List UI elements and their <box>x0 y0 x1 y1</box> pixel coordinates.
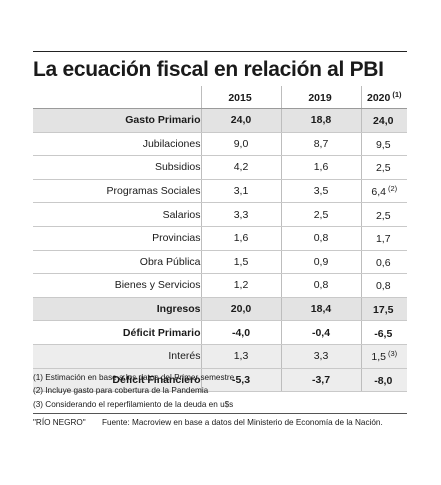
cell-2015: -5,3 <box>200 368 281 393</box>
cell-2015: -4,0 <box>200 320 281 345</box>
row-label: Jubilaciones <box>33 132 201 157</box>
table-row-salarios: Salarios 3,3 2,5 2,5 <box>33 202 407 227</box>
source-text: Fuente: Macroview en base a datos del Mi… <box>101 418 383 427</box>
table-row-deficit-primario: Déficit Primario -4,0 -0,4 -6,5 <box>33 320 407 345</box>
row-label: Subsidios <box>33 155 201 180</box>
cell-2015: 1,6 <box>200 226 281 251</box>
row-label: Programas Sociales <box>33 179 201 204</box>
cell-2015: 20,0 <box>200 297 281 322</box>
table-row-interes: Interés 1,3 3,3 1,5 (3) <box>33 344 407 369</box>
cell-2015: 9,0 <box>200 132 281 157</box>
cell-2019: 2,5 <box>280 202 361 227</box>
cell-2015: 1,5 <box>200 250 281 275</box>
row-label: Interés <box>33 344 201 369</box>
cell-2019: 3,3 <box>280 344 361 369</box>
credit: "RÍO NEGRO" <box>33 418 86 427</box>
cell-2015: 3,3 <box>200 202 281 227</box>
cell-2019: -3,7 <box>280 368 361 393</box>
cell-2020: 24,0 <box>360 108 407 133</box>
cell-2015: 3,1 <box>200 179 281 204</box>
cell-2020: -6,5 <box>360 320 407 345</box>
cell-2020: 17,5 <box>360 297 407 322</box>
cell-2019: 0,8 <box>280 226 361 251</box>
cell-2015: 4,2 <box>200 155 281 180</box>
column-header-2019: 2019 <box>280 86 361 109</box>
cell-2020: 0,8 <box>360 273 407 298</box>
table-row-deficit-financiero: Déficit Financiero -5,3 -3,7 -8,0 <box>33 368 407 393</box>
cell-2015: 1,3 <box>200 344 281 369</box>
row-label: Ingresos <box>33 297 201 322</box>
table-row-programas-sociales: Programas Sociales 3,1 3,5 6,4 (2) <box>33 179 407 204</box>
row-label: Bienes y Servicios <box>33 273 201 298</box>
cell-2020: -8,0 <box>360 368 407 393</box>
cell-2020: 9,5 <box>360 132 407 157</box>
table-title: La ecuación fiscal en relación al PBI <box>33 58 384 81</box>
cell-2019: 18,4 <box>280 297 361 322</box>
footnote-1: (1) Estimación en base a los datos del P… <box>33 373 235 382</box>
cell-2019: 0,9 <box>280 250 361 275</box>
title-rule <box>33 51 407 52</box>
cell-2019: 0,8 <box>280 273 361 298</box>
row-label: Déficit Financiero <box>33 368 201 393</box>
cell-2020: 2,5 <box>360 202 407 227</box>
footnote-3: (3) Considerando el reperfilamiento de l… <box>33 399 234 409</box>
row-label: Salarios <box>33 202 201 227</box>
footnote-2: (2) Incluye gasto para cobertura de la P… <box>33 386 209 396</box>
table-row-jubilaciones: Jubilaciones 9,0 8,7 9,5 <box>33 132 407 157</box>
footnote-marker: (3) <box>387 349 398 359</box>
column-header-2020: 2020 (1) <box>360 86 407 109</box>
cell-2020: 1,5 (3) <box>360 344 407 369</box>
cell-2019: 3,5 <box>280 179 361 204</box>
cell-2020: 1,7 <box>360 226 407 251</box>
row-label: Obra Pública <box>33 250 201 275</box>
column-header-2015: 2015 <box>200 86 281 109</box>
cell-2020: 2,5 <box>360 155 407 180</box>
table-row-bienes-servicios: Bienes y Servicios 1,2 0,8 0,8 <box>33 273 407 298</box>
footnote-marker: (2) <box>387 184 398 194</box>
source-line: "RÍO NEGRO" Fuente: Macroview en base a … <box>33 418 407 427</box>
cell-2019: -0,4 <box>280 320 361 345</box>
table-row-ingresos: Ingresos 20,0 18,4 17,5 <box>33 297 407 322</box>
cell-2019: 1,6 <box>280 155 361 180</box>
fiscal-table: 2015 2019 2020 (1) Gasto Primario 24,0 18… <box>33 86 407 393</box>
row-label: Gasto Primario <box>33 108 201 133</box>
cell-2020: 0,6 <box>360 250 407 275</box>
table-row-obra-publica: Obra Pública 1,5 0,9 0,6 <box>33 250 407 275</box>
table-row-gasto-primario: Gasto Primario 24,0 18,8 24,0 <box>33 108 407 133</box>
cell-2019: 18,8 <box>280 108 361 133</box>
table-row-subsidios: Subsidios 4,2 1,6 2,5 <box>33 155 407 180</box>
cell-2020: 6,4 (2) <box>360 179 407 204</box>
footnotes: (1) Estimación en base a los datos del P… <box>33 371 407 411</box>
cell-2015: 1,2 <box>200 273 281 298</box>
row-label: Provincias <box>33 226 201 251</box>
header-row: 2015 2019 2020 (1) <box>33 86 407 109</box>
cell-2019: 8,7 <box>280 132 361 157</box>
header-empty-cell <box>33 86 201 109</box>
row-label: Déficit Primario <box>33 320 201 345</box>
source-rule <box>33 413 407 414</box>
cell-2015: 24,0 <box>200 108 281 133</box>
table-row-provincias: Provincias 1,6 0,8 1,7 <box>33 226 407 251</box>
